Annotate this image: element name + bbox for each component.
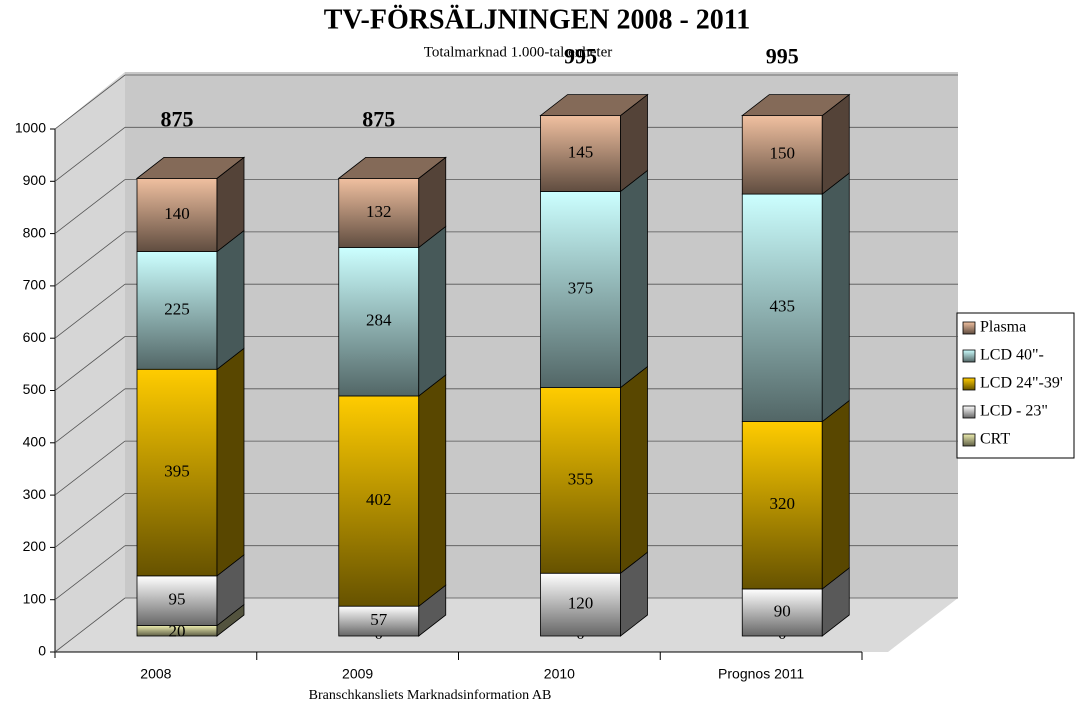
legend-swatch bbox=[962, 321, 976, 335]
bar-side bbox=[418, 225, 447, 397]
grid-line-side bbox=[54, 388, 126, 444]
bar-segment bbox=[338, 605, 420, 637]
bar-top bbox=[539, 94, 649, 117]
legend-swatch bbox=[962, 433, 976, 447]
legend-label: LCD - 23" bbox=[980, 403, 1048, 420]
bar-segment bbox=[136, 251, 218, 370]
legend-label: LCD 40"- bbox=[980, 347, 1044, 364]
floor bbox=[55, 598, 958, 652]
data-label: 320 bbox=[770, 494, 796, 513]
bar-side bbox=[216, 347, 245, 577]
grid-line-side bbox=[54, 126, 126, 182]
x-tick-label: 2008 bbox=[140, 666, 171, 682]
y-tick-label: 600 bbox=[23, 329, 47, 345]
bar-side bbox=[620, 365, 648, 575]
data-label: 95 bbox=[169, 590, 186, 609]
y-tick-label: 200 bbox=[23, 538, 47, 554]
grid-line-side bbox=[54, 336, 126, 391]
bar-segment bbox=[741, 193, 823, 422]
data-label: 402 bbox=[366, 490, 392, 509]
data-label: 57 bbox=[370, 610, 388, 629]
chart-subtitle: Totalmarknad 1.000-tal enheter bbox=[424, 44, 612, 60]
bar-side bbox=[216, 229, 245, 371]
bar-side bbox=[821, 172, 850, 423]
bar-side bbox=[418, 374, 447, 608]
data-label: 90 bbox=[774, 601, 791, 620]
grid-line-side bbox=[54, 493, 126, 548]
data-label: 120 bbox=[568, 594, 594, 613]
y-tick-label: 0 bbox=[38, 643, 46, 659]
data-label: 375 bbox=[568, 278, 594, 297]
y-tick-label: 1000 bbox=[15, 120, 46, 136]
data-label: 150 bbox=[770, 144, 796, 163]
legend-label: CRT bbox=[980, 431, 1010, 448]
y-tick-label: 300 bbox=[23, 486, 47, 502]
data-label: 132 bbox=[366, 202, 392, 221]
x-tick-label: 2009 bbox=[342, 666, 373, 682]
y-tick-label: 400 bbox=[23, 434, 47, 450]
bar-top bbox=[337, 156, 447, 179]
x-tick-label: 2010 bbox=[544, 666, 575, 682]
legend bbox=[956, 312, 1075, 459]
bar-top bbox=[741, 94, 851, 117]
data-label: 435 bbox=[770, 297, 796, 316]
data-label: 355 bbox=[568, 469, 594, 488]
data-label: 20 bbox=[169, 622, 186, 641]
total-label: 995 bbox=[564, 44, 597, 69]
data-label: 395 bbox=[164, 461, 190, 480]
bar-segment bbox=[741, 115, 823, 195]
data-label: 284 bbox=[366, 311, 392, 330]
legend-swatch bbox=[962, 377, 976, 391]
bar-segment bbox=[540, 115, 621, 192]
bar-segment bbox=[136, 575, 218, 626]
grid-line-side bbox=[54, 597, 126, 653]
data-label: 140 bbox=[164, 204, 190, 223]
grid-line-side bbox=[54, 231, 126, 287]
left-wall bbox=[55, 72, 125, 652]
bar-segment bbox=[540, 191, 621, 388]
data-label: 145 bbox=[568, 142, 594, 161]
legend-label: Plasma bbox=[980, 319, 1026, 336]
legend-label: LCD 24"-39' bbox=[980, 375, 1063, 392]
y-tick-label: 700 bbox=[23, 277, 47, 293]
source: Branschkansliets Marknadsinformation AB bbox=[309, 688, 552, 703]
bar-top bbox=[135, 156, 246, 179]
total-label: 875 bbox=[362, 106, 395, 131]
grid-line-side bbox=[54, 74, 126, 130]
grid-line-side bbox=[54, 179, 126, 234]
bar-segment bbox=[136, 368, 218, 577]
grid-line-side bbox=[54, 545, 126, 601]
y-tick-label: 900 bbox=[23, 172, 47, 188]
bar-segment bbox=[540, 572, 621, 637]
total-label: 875 bbox=[161, 106, 194, 131]
bar-side bbox=[821, 399, 850, 590]
grid-line-side bbox=[54, 283, 126, 339]
bar-segment bbox=[338, 177, 420, 248]
y-tick-label: 500 bbox=[23, 381, 47, 397]
grid-line-side bbox=[54, 440, 126, 496]
y-tick-label: 100 bbox=[23, 590, 47, 606]
x-tick-label: Prognos 2011 bbox=[718, 666, 804, 682]
bar-segment bbox=[338, 247, 420, 397]
chart-title: TV-FÖRSÄLJNINGEN 2008 - 2011 bbox=[324, 4, 751, 35]
bar-side bbox=[620, 169, 648, 389]
bar-segment bbox=[540, 387, 621, 574]
total-label: 995 bbox=[766, 44, 799, 69]
y-tick-label: 800 bbox=[23, 224, 47, 240]
data-label: 225 bbox=[164, 299, 190, 318]
legend-swatch bbox=[962, 405, 976, 419]
legend-swatch bbox=[962, 349, 976, 363]
